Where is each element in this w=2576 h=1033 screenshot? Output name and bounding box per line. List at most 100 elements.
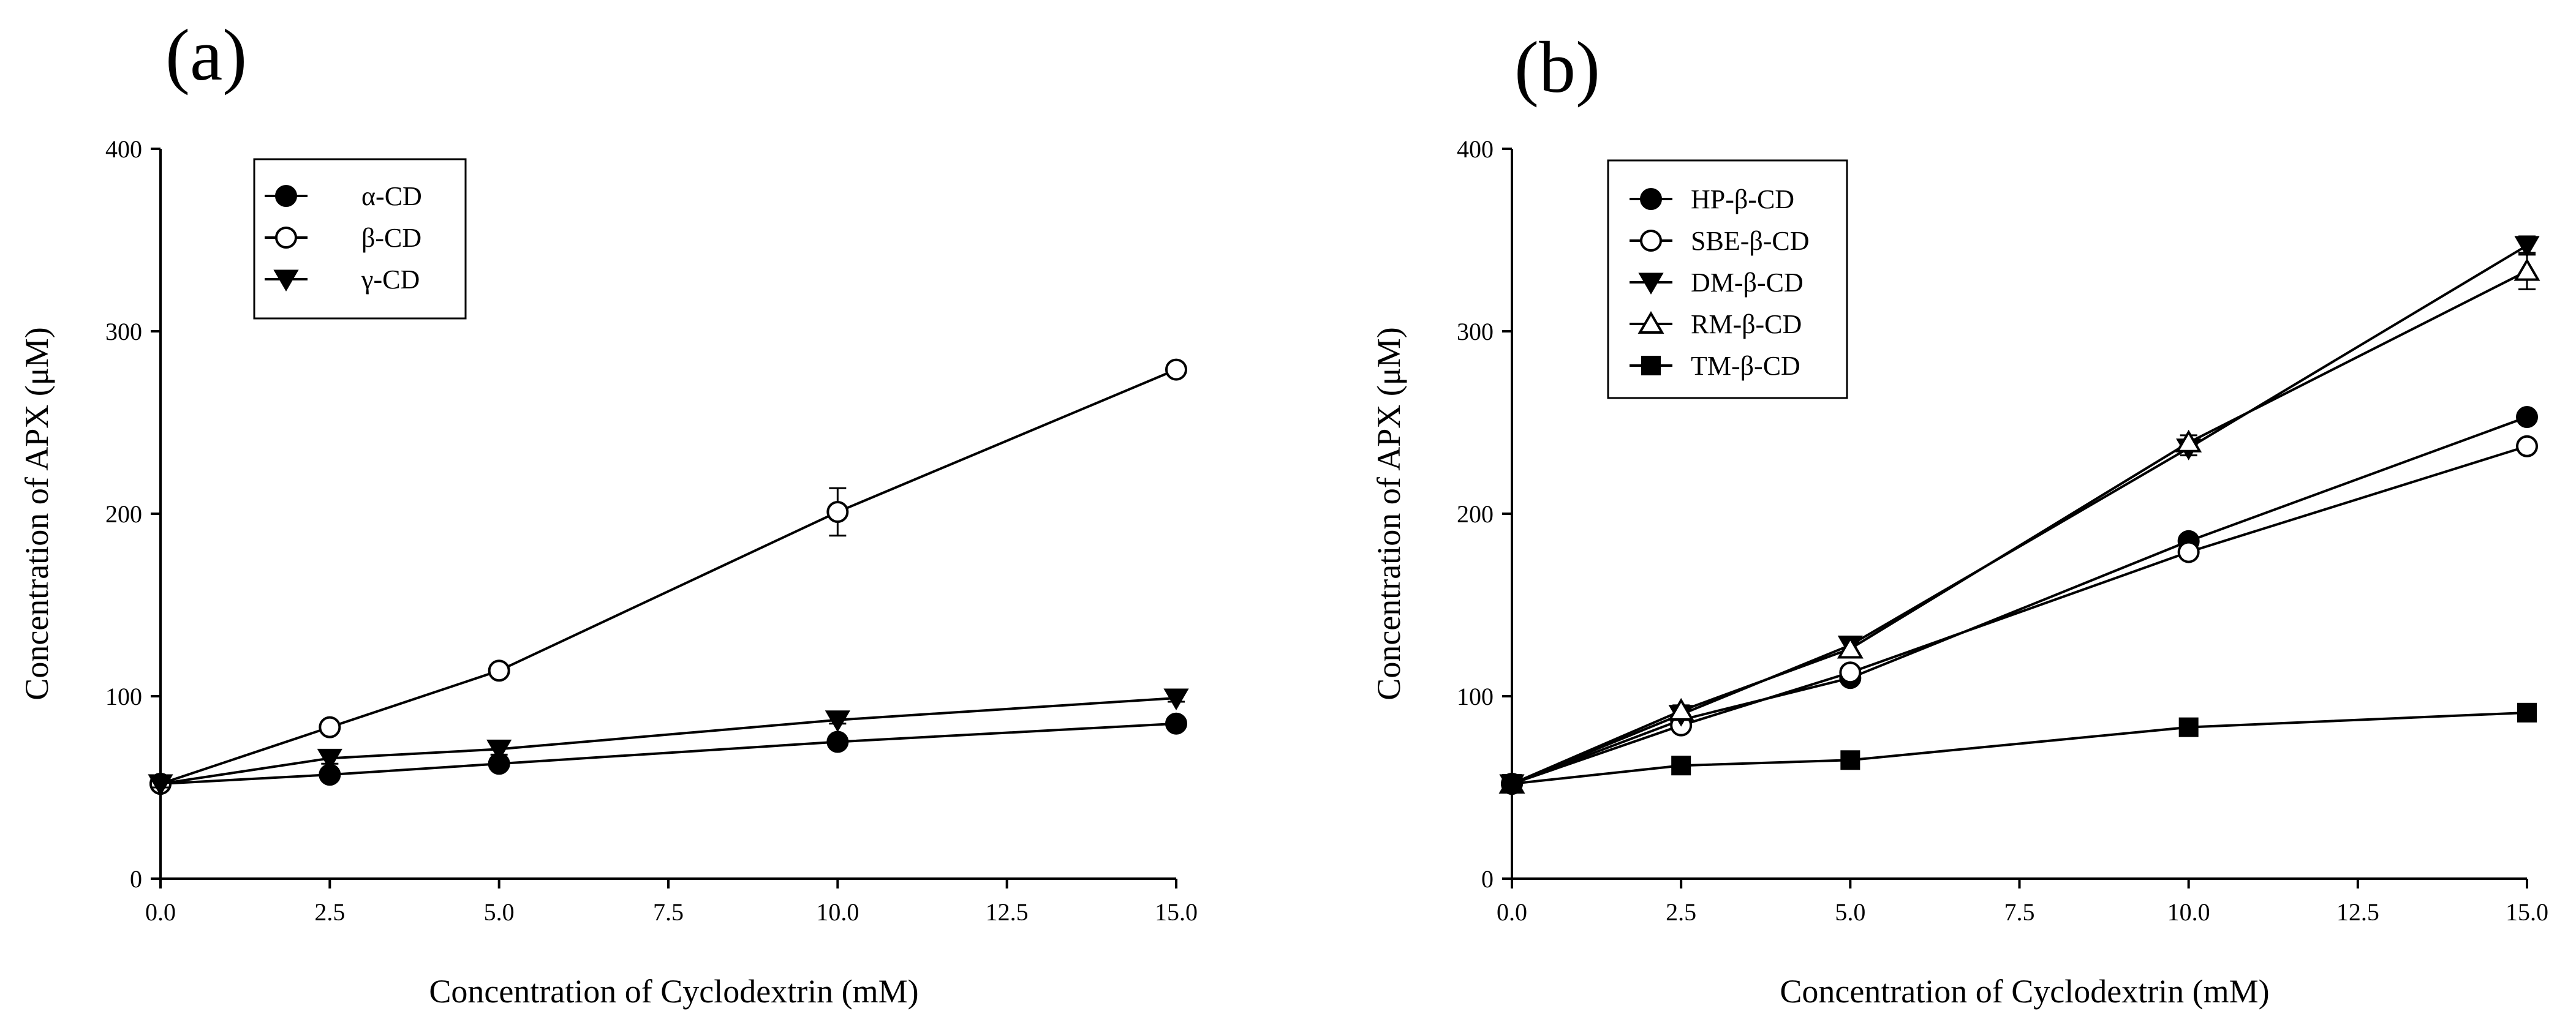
data-point — [1839, 661, 1862, 684]
panel-b-x-axis-title: Concentration of Cyclodextrin (mM) — [1780, 973, 2269, 1010]
panel-b-legend-items: HP-β-CD SBE-β-CD DM-β-CD RM-β-CD TM-β-CD — [1630, 184, 1810, 381]
series-line — [160, 696, 1177, 786]
legend-item: DM-β-CD — [1630, 268, 1804, 298]
legend-label: DM-β-CD — [1691, 268, 1804, 298]
legend-label: TM-β-CD — [1691, 351, 1800, 381]
panel-a-legend-items: α-CD β-CD γ-CD — [265, 181, 422, 295]
legend-item: HP-β-CD — [1630, 184, 1794, 214]
x-tick-label: 0.0 — [145, 898, 176, 926]
series-line — [160, 368, 1177, 785]
x-tick-label: 2.5 — [1666, 898, 1696, 926]
panel-a-x-ticks: 0.0 2.5 5.0 7.5 10.0 12.5 15.0 — [145, 879, 1198, 926]
panel-a-label: (a) — [165, 14, 247, 96]
x-tick-label: 15.0 — [2506, 898, 2548, 926]
legend-label: SBE-β-CD — [1691, 226, 1810, 256]
data-point — [488, 659, 510, 682]
x-tick-label: 7.5 — [2004, 898, 2035, 926]
panel-a-y-ticks: 0 100 200 300 400 — [105, 135, 161, 893]
data-point — [2516, 435, 2538, 457]
y-tick-label: 300 — [1457, 318, 1494, 345]
panel-b-label: (b) — [1514, 26, 1600, 108]
data-point — [2514, 236, 2540, 258]
data-point — [486, 739, 512, 762]
x-tick-label: 10.0 — [816, 898, 859, 926]
data-point — [1165, 358, 1187, 381]
y-tick-label: 200 — [1457, 500, 1494, 528]
legend-marker — [275, 185, 297, 207]
series-β-CD — [149, 358, 1187, 795]
legend-label: HP-β-CD — [1691, 184, 1794, 214]
legend-marker — [275, 227, 297, 249]
data-point — [1671, 756, 1691, 776]
x-tick-label: 10.0 — [2167, 898, 2210, 926]
data-point — [2517, 702, 2537, 723]
x-tick-label: 2.5 — [314, 898, 345, 926]
legend-marker — [1641, 356, 1661, 375]
series-line — [1511, 416, 2528, 785]
data-point — [1837, 636, 1864, 659]
legend-label: γ-CD — [361, 265, 420, 295]
x-tick-label: 12.5 — [986, 898, 1029, 926]
panel-b-y-ticks: 0 100 200 300 400 — [1457, 135, 1512, 893]
panel-b-y-axis-title: Concentration of APX (μM) — [1370, 327, 1407, 700]
legend-marker — [1640, 230, 1662, 252]
x-tick-label: 0.0 — [1497, 898, 1527, 926]
series-HP-β-CD — [1501, 406, 2538, 795]
panel-a-x-axis-title: Concentration of Cyclodextrin (mM) — [429, 973, 918, 1010]
data-point — [825, 710, 850, 732]
x-tick-label: 5.0 — [484, 898, 515, 926]
series-line — [1511, 445, 2528, 785]
y-tick-label: 400 — [105, 135, 142, 163]
panel-a-y-axis-title: Concentration of APX (μM) — [18, 327, 55, 700]
legend-marker — [1638, 272, 1664, 295]
data-point — [826, 501, 849, 524]
series-TM-β-CD — [1502, 702, 2537, 794]
panel-a-plot-area — [148, 358, 1189, 797]
y-tick-label: 100 — [105, 683, 142, 710]
legend-item: RM-β-CD — [1630, 309, 1802, 339]
series-γ-CD — [148, 688, 1189, 797]
legend-label: β-CD — [361, 223, 421, 253]
y-tick-label: 300 — [105, 318, 142, 345]
panel-b-legend: HP-β-CD SBE-β-CD DM-β-CD RM-β-CD TM-β-CD — [1607, 159, 1848, 399]
series-SBE-β-CD — [1501, 435, 2538, 795]
data-point — [317, 748, 342, 771]
data-point — [1668, 697, 1694, 721]
legend-label: RM-β-CD — [1691, 309, 1802, 339]
data-point — [826, 731, 849, 753]
data-point — [2177, 541, 2200, 563]
data-point — [1163, 688, 1189, 710]
data-point — [1502, 774, 1522, 794]
y-tick-label: 0 — [1481, 865, 1494, 893]
y-tick-label: 0 — [130, 865, 142, 893]
legend-marker — [273, 269, 299, 291]
data-point — [2514, 258, 2540, 281]
data-point — [319, 716, 341, 738]
panel-b-x-ticks: 0.0 2.5 5.0 7.5 10.0 12.5 15.0 — [1497, 879, 2548, 926]
data-point — [2178, 717, 2199, 737]
y-tick-label: 200 — [105, 500, 142, 528]
legend-marker — [1640, 188, 1662, 210]
data-point — [2516, 406, 2538, 429]
panel-a-legend: α-CD β-CD γ-CD — [253, 158, 467, 320]
panel-b-chart: (b) 0 100 200 300 400 0.0 2.5 5.0 7.5 10.0 12.5 15… — [1370, 26, 2548, 1010]
series-line — [1511, 711, 2528, 786]
legend-item: SBE-β-CD — [1630, 226, 1810, 256]
data-point — [2175, 429, 2202, 453]
legend-item: TM-β-CD — [1630, 351, 1800, 381]
x-tick-label: 5.0 — [1835, 898, 1865, 926]
x-tick-label: 7.5 — [653, 898, 684, 926]
x-tick-label: 12.5 — [2336, 898, 2379, 926]
legend-item: γ-CD — [265, 265, 420, 295]
data-point — [148, 774, 173, 797]
y-tick-label: 400 — [1457, 135, 1494, 163]
series-α-CD — [149, 712, 1187, 795]
legend-item: α-CD — [265, 181, 422, 211]
data-point — [1165, 712, 1187, 735]
x-tick-label: 15.0 — [1155, 898, 1198, 926]
legend-marker — [1637, 311, 1664, 334]
panel-a-chart: (a) 0 100 200 300 400 0.0 2.5 5.0 7.5 10.0 12.5 15… — [18, 14, 1198, 1010]
data-point — [1840, 750, 1860, 770]
legend-label: α-CD — [361, 181, 422, 211]
